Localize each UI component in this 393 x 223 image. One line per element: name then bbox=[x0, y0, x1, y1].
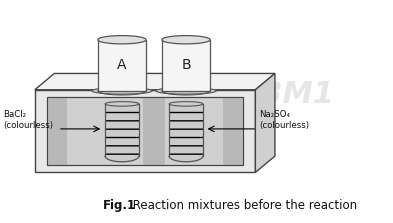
Polygon shape bbox=[143, 97, 165, 165]
Text: 43M1: 43M1 bbox=[241, 80, 334, 109]
Ellipse shape bbox=[92, 87, 152, 94]
Text: A: A bbox=[117, 58, 127, 72]
Polygon shape bbox=[105, 156, 139, 162]
Text: B: B bbox=[181, 58, 191, 72]
Text: Fig.1: Fig.1 bbox=[103, 198, 136, 212]
Polygon shape bbox=[98, 40, 146, 91]
Polygon shape bbox=[162, 40, 210, 91]
Polygon shape bbox=[105, 104, 139, 156]
Text: Na₂SO₄
(colourless): Na₂SO₄ (colourless) bbox=[259, 111, 309, 130]
Polygon shape bbox=[169, 156, 203, 162]
Polygon shape bbox=[47, 97, 67, 165]
Polygon shape bbox=[35, 90, 255, 172]
Polygon shape bbox=[223, 97, 243, 165]
Polygon shape bbox=[98, 36, 146, 44]
Text: Reaction mixtures before the reaction: Reaction mixtures before the reaction bbox=[129, 198, 357, 212]
Polygon shape bbox=[35, 73, 275, 90]
Polygon shape bbox=[169, 104, 203, 156]
Polygon shape bbox=[105, 102, 139, 106]
Polygon shape bbox=[47, 97, 243, 165]
Polygon shape bbox=[255, 73, 275, 172]
Text: BaCl₂
(colourless): BaCl₂ (colourless) bbox=[3, 111, 53, 130]
Polygon shape bbox=[162, 36, 210, 44]
Ellipse shape bbox=[156, 87, 216, 94]
Polygon shape bbox=[169, 102, 203, 106]
